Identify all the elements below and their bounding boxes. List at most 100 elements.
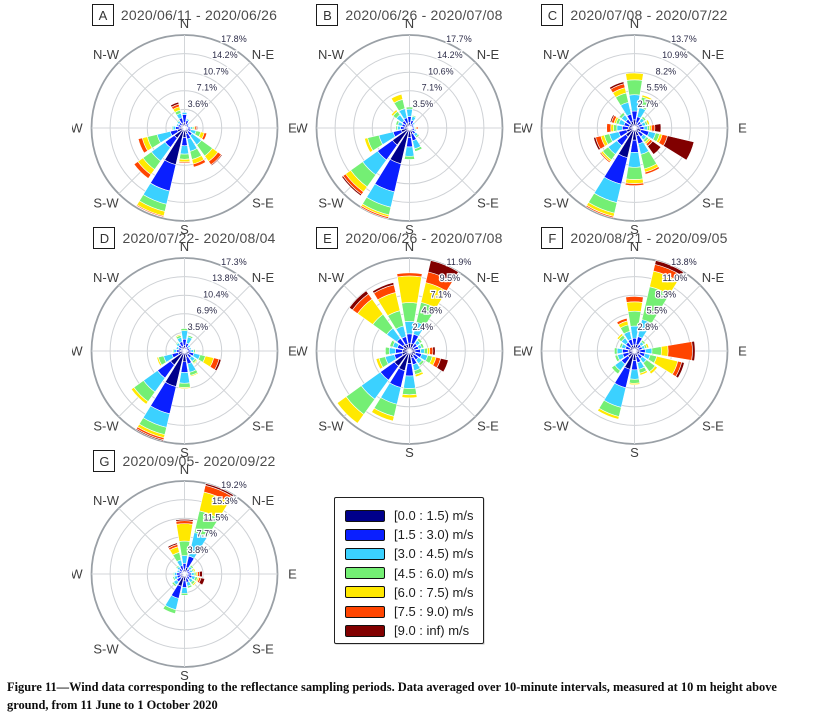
svg-text:19.2%: 19.2%	[221, 480, 247, 490]
svg-text:10.6%: 10.6%	[428, 66, 454, 76]
svg-text:N: N	[180, 16, 189, 31]
svg-text:N-E: N-E	[252, 493, 275, 508]
legend-item: [1.5 : 3.0) m/s	[345, 525, 483, 544]
svg-text:9.5%: 9.5%	[440, 273, 461, 283]
panel-letter: D	[93, 227, 116, 249]
windrose-plot: 3.8% 7.7% 11.5% 15.3% 19.2% N N-E E S-E S S-W W N-W	[72, 462, 297, 683]
panel-letter: C	[541, 4, 564, 26]
panel-title: C 2020/07/08 - 2020/07/22	[522, 4, 747, 26]
legend-item: [7.5 : 9.0) m/s	[345, 602, 483, 621]
svg-text:7.1%: 7.1%	[197, 83, 218, 93]
svg-text:E: E	[288, 567, 297, 582]
svg-text:N: N	[630, 239, 639, 254]
legend-color-swatch	[345, 547, 385, 560]
svg-text:S: S	[630, 445, 639, 460]
svg-text:S: S	[180, 222, 189, 237]
svg-text:S-W: S-W	[543, 196, 569, 211]
legend-color-swatch	[345, 586, 385, 599]
panel-title: D 2020/07/22- 2020/08/04	[72, 227, 297, 249]
svg-text:4.8%: 4.8%	[422, 306, 443, 316]
windrose-plot: 2.7% 5.5% 8.2% 10.9% 13.7% N N-E E S-E S S-W W N-W	[522, 16, 747, 237]
legend-color-swatch	[345, 605, 385, 618]
svg-text:2.4%: 2.4%	[413, 322, 434, 332]
svg-text:S-W: S-W	[93, 419, 119, 434]
svg-text:8.2%: 8.2%	[656, 66, 677, 76]
svg-text:W: W	[72, 121, 83, 136]
svg-text:5.5%: 5.5%	[647, 83, 668, 93]
svg-text:N: N	[180, 462, 189, 477]
panel-letter: A	[91, 4, 114, 26]
svg-text:7.7%: 7.7%	[197, 529, 218, 539]
windrose-plot: 2.4% 4.8% 7.1% 9.5% 11.9% N N-E E S-E S S-W W N-W	[297, 239, 522, 460]
svg-text:N: N	[630, 16, 639, 31]
svg-text:N-W: N-W	[93, 270, 120, 285]
legend-color-swatch	[345, 509, 385, 522]
legend-item: [0.0 : 1.5) m/s	[345, 506, 483, 525]
svg-text:N-W: N-W	[318, 47, 345, 62]
svg-text:S-E: S-E	[252, 419, 274, 434]
windrose-panel-b: B 2020/06/26 - 2020/07/08 3.5% 7.1% 10.6% 1…	[297, 0, 522, 240]
svg-text:N-E: N-E	[252, 47, 275, 62]
svg-text:15.3%: 15.3%	[212, 496, 238, 506]
svg-text:E: E	[738, 121, 747, 136]
svg-text:10.9%: 10.9%	[662, 50, 688, 60]
svg-text:S: S	[405, 445, 414, 460]
svg-text:W: W	[72, 344, 83, 359]
windrose-panel-g: G 2020/09/05- 2020/09/22 3.8% 7.7% 11.5% 15…	[72, 446, 297, 686]
svg-text:E: E	[513, 121, 522, 136]
svg-text:S: S	[180, 445, 189, 460]
svg-text:S-E: S-E	[477, 196, 499, 211]
windrose-plot: 3.5% 6.9% 10.4% 13.8% 17.3% N N-E E S-E S S-W W N-W	[72, 239, 297, 460]
svg-text:E: E	[288, 344, 297, 359]
svg-text:S-W: S-W	[543, 419, 569, 434]
legend-item: [4.5 : 6.0) m/s	[345, 564, 483, 583]
svg-text:3.5%: 3.5%	[413, 99, 434, 109]
panel-title: G 2020/09/05- 2020/09/22	[72, 450, 297, 472]
svg-text:10.7%: 10.7%	[203, 66, 229, 76]
svg-text:10.4%: 10.4%	[203, 289, 229, 299]
panel-date-range: 2020/08/21 - 2020/09/05	[570, 230, 728, 246]
svg-text:S: S	[180, 668, 189, 683]
svg-text:17.3%: 17.3%	[221, 257, 247, 267]
svg-text:17.8%: 17.8%	[221, 34, 247, 44]
windrose-plot: 2.8% 5.5% 8.3% 11.0% 13.8% N N-E E S-E S S-W W N-W	[522, 239, 747, 460]
panel-date-range: 2020/06/26 - 2020/07/08	[345, 7, 503, 23]
svg-text:N-W: N-W	[543, 47, 570, 62]
panel-date-range: 2020/06/11 - 2020/06/26	[120, 7, 278, 23]
svg-text:8.3%: 8.3%	[656, 289, 677, 299]
svg-text:2.8%: 2.8%	[638, 322, 659, 332]
legend-label: [1.5 : 3.0) m/s	[394, 527, 474, 543]
svg-text:13.7%: 13.7%	[671, 34, 697, 44]
svg-text:S-W: S-W	[318, 419, 344, 434]
panel-date-range: 2020/07/22- 2020/08/04	[122, 230, 276, 246]
svg-text:N: N	[405, 16, 414, 31]
windrose-panel-c: C 2020/07/08 - 2020/07/22 2.7% 5.5% 8.2% 10…	[522, 0, 747, 240]
svg-text:N-W: N-W	[543, 270, 570, 285]
panel-title: E 2020/06/26 - 2020/07/08	[297, 227, 522, 249]
panel-date-range: 2020/09/05- 2020/09/22	[122, 453, 276, 469]
svg-text:13.8%: 13.8%	[671, 257, 697, 267]
svg-text:S-E: S-E	[477, 419, 499, 434]
legend-item: [6.0 : 7.5) m/s	[345, 583, 483, 602]
svg-text:14.2%: 14.2%	[212, 50, 238, 60]
windrose-plot: 3.5% 7.1% 10.6% 14.2% 17.7% N N-E E S-E S S-W W N-W	[297, 16, 522, 237]
legend-color-swatch	[345, 567, 385, 580]
legend-label: [4.5 : 6.0) m/s	[394, 565, 474, 581]
svg-text:N-W: N-W	[318, 270, 345, 285]
panel-title: A 2020/06/11 - 2020/06/26	[72, 4, 297, 26]
svg-text:11.0%: 11.0%	[663, 273, 688, 283]
svg-text:N-E: N-E	[477, 270, 500, 285]
svg-text:N-E: N-E	[702, 47, 725, 62]
svg-text:3.5%: 3.5%	[188, 322, 209, 332]
svg-text:N-W: N-W	[93, 493, 120, 508]
svg-text:S-W: S-W	[318, 196, 344, 211]
svg-text:2.7%: 2.7%	[638, 99, 659, 109]
legend-label: [3.0 : 4.5) m/s	[394, 546, 474, 562]
svg-text:7.1%: 7.1%	[431, 289, 452, 299]
svg-text:S-W: S-W	[93, 196, 119, 211]
svg-text:S-E: S-E	[252, 196, 274, 211]
legend-label: [9.0 : inf) m/s	[394, 623, 470, 639]
legend-label: [7.5 : 9.0) m/s	[394, 604, 474, 620]
svg-text:S-W: S-W	[93, 642, 119, 657]
